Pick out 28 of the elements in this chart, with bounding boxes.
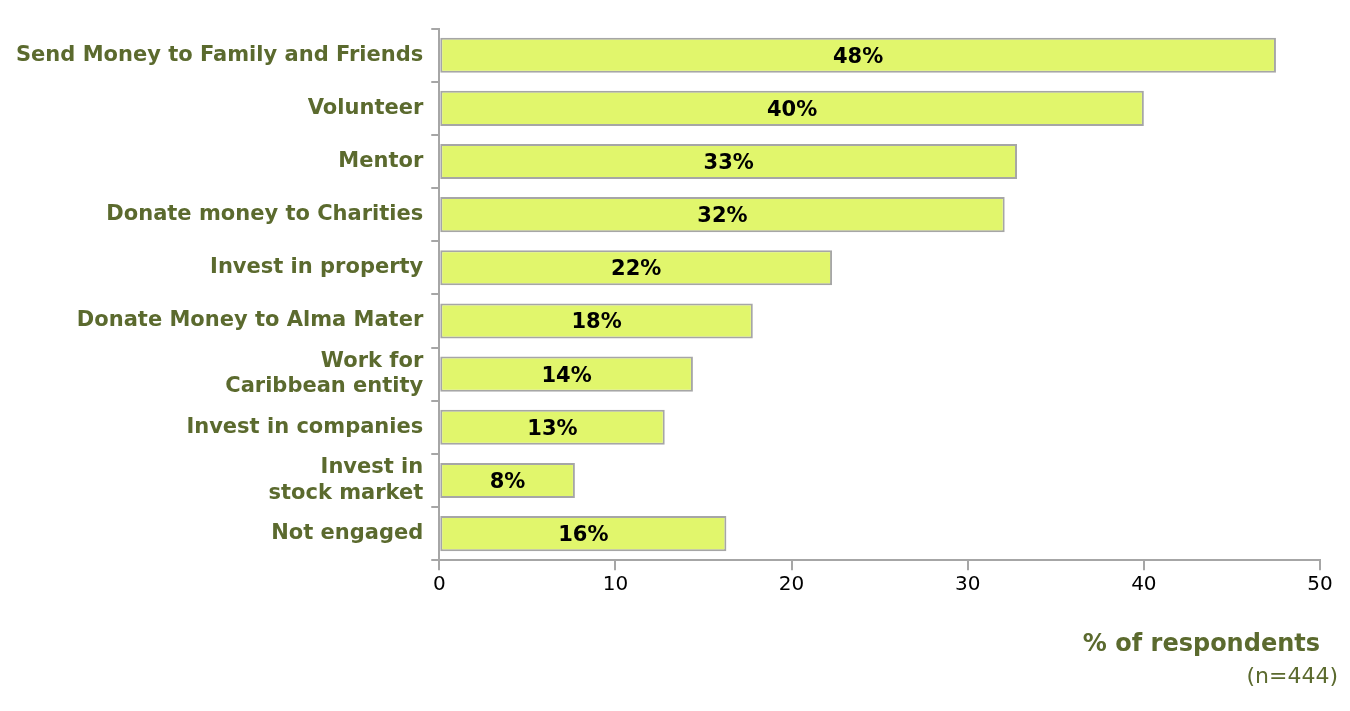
y-tick-label: Donate money to Charities [106, 201, 424, 226]
y-tick-label: Donate Money to Alma Mater [76, 307, 424, 332]
data-label: 8% [489, 468, 526, 493]
x-tick-label: 20 [778, 571, 805, 596]
y-tick-label: Work for Caribbean entity [225, 347, 424, 398]
data-label: 14% [541, 362, 592, 387]
data-label: 18% [571, 309, 622, 334]
data-label: 40% [766, 96, 818, 121]
y-tick-label: Invest in property [210, 254, 424, 279]
x-axis-title: % of respondents [1082, 628, 1320, 657]
data-label: 33% [703, 149, 754, 174]
y-tick-label: Volunteer [307, 94, 424, 119]
x-tick-label: 10 [602, 571, 629, 596]
x-tick-label: 50 [1307, 571, 1333, 596]
y-tick-label: Invest in stock market [268, 454, 424, 504]
x-tick-label: 0 [432, 571, 446, 596]
text: (n=444) [1245, 663, 1339, 688]
y-tick-label: Send Money to Family and Friends [16, 41, 424, 66]
data-label: 16% [558, 522, 609, 547]
data-label: 22% [611, 256, 662, 281]
y-tick-label: Invest in companies [186, 413, 424, 438]
x-tick-label: 30 [954, 571, 981, 596]
data-label: 13% [527, 415, 578, 440]
x-tick-label: 40 [1131, 571, 1157, 596]
y-tick-label: Not engaged [271, 520, 424, 545]
data-label: 48% [832, 43, 884, 68]
data-label: 32% [697, 203, 748, 228]
y-tick-label: Mentor [338, 147, 424, 172]
